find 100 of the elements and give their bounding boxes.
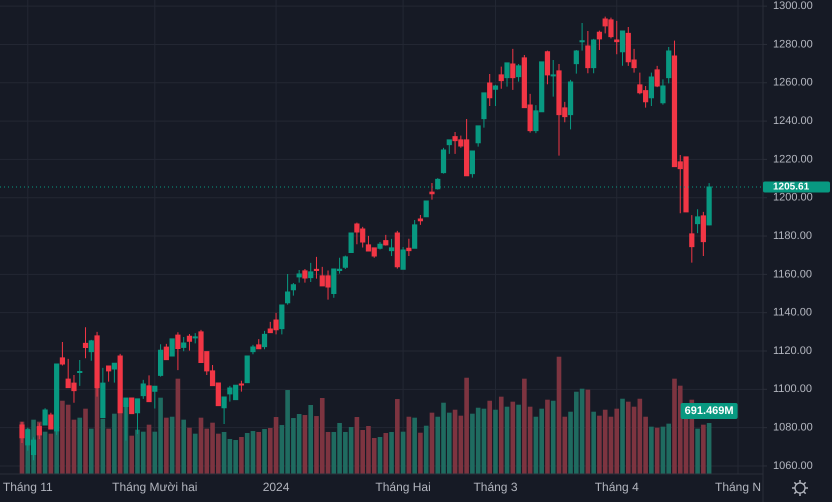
bar bbox=[591, 412, 596, 474]
candlestick bbox=[400, 246, 406, 270]
y-tick-label: 1160.00 bbox=[773, 268, 812, 280]
candlestick bbox=[492, 84, 498, 106]
candlestick bbox=[383, 234, 388, 246]
bar bbox=[170, 416, 174, 474]
bar bbox=[498, 396, 504, 474]
candlestick bbox=[112, 362, 117, 384]
candlestick bbox=[279, 304, 284, 335]
bar bbox=[77, 418, 82, 474]
x-tick-label: Tháng 3 bbox=[473, 480, 518, 494]
x-tick-label: Tháng Mười hai bbox=[112, 480, 198, 494]
data-label: 691.469M bbox=[684, 404, 734, 417]
candlestick bbox=[666, 46, 672, 84]
x-tick-label: Tháng 4 bbox=[594, 480, 640, 494]
candlestick bbox=[585, 30, 590, 74]
bar bbox=[550, 400, 556, 474]
bar bbox=[389, 432, 394, 474]
bar bbox=[262, 429, 267, 474]
candlestick bbox=[285, 273, 290, 306]
candlestick bbox=[689, 214, 694, 264]
candlestick bbox=[700, 211, 706, 256]
candlestick bbox=[140, 379, 146, 400]
candlestick bbox=[377, 241, 383, 250]
candlestick bbox=[394, 230, 400, 270]
candlestick bbox=[158, 344, 164, 378]
candlestick bbox=[77, 360, 82, 386]
candlestick bbox=[487, 73, 492, 106]
y-tick-label: 1240.00 bbox=[773, 114, 813, 127]
bar bbox=[83, 408, 88, 474]
bar bbox=[181, 420, 186, 474]
candlestick bbox=[550, 59, 556, 98]
candlestick bbox=[446, 139, 452, 154]
candlestick bbox=[481, 92, 487, 128]
candlestick bbox=[440, 147, 446, 174]
y-tick-label: 1080.00 bbox=[773, 422, 813, 434]
bar bbox=[654, 428, 660, 474]
y-tick-label: 1280.00 bbox=[773, 38, 813, 50]
bar bbox=[510, 402, 516, 474]
candlestick bbox=[596, 30, 602, 51]
candlestick bbox=[654, 65, 660, 88]
bar bbox=[106, 428, 111, 474]
candlestick bbox=[388, 238, 394, 256]
candlestick bbox=[591, 38, 596, 74]
bar bbox=[146, 424, 152, 474]
candlestick bbox=[262, 330, 268, 350]
candlestick bbox=[314, 256, 320, 280]
bar bbox=[239, 436, 244, 474]
candlestick bbox=[429, 182, 435, 200]
candlestick bbox=[574, 50, 579, 74]
candlestick bbox=[181, 336, 186, 352]
candlestick bbox=[100, 367, 106, 418]
candlestick bbox=[418, 214, 424, 226]
bar bbox=[48, 434, 54, 474]
candlestick bbox=[614, 20, 620, 55]
bar bbox=[706, 423, 712, 474]
candlestick bbox=[290, 282, 296, 296]
bar bbox=[620, 398, 625, 474]
bar bbox=[88, 428, 94, 474]
y-tick-label: 1140.00 bbox=[773, 306, 812, 319]
bar bbox=[418, 432, 423, 474]
candlestick bbox=[648, 72, 654, 106]
candlestick bbox=[192, 332, 198, 344]
candlestick bbox=[424, 200, 429, 218]
candlestick bbox=[470, 150, 475, 178]
bar bbox=[383, 433, 388, 474]
bar bbox=[192, 434, 198, 474]
candlestick bbox=[170, 338, 175, 356]
bar bbox=[412, 418, 417, 474]
y-tick-label: 1200.00 bbox=[773, 192, 813, 204]
candlestick bbox=[221, 396, 227, 424]
candlestick bbox=[660, 78, 666, 106]
y-tick-label: 1060.00 bbox=[773, 460, 813, 472]
candlestick bbox=[296, 269, 302, 284]
bar bbox=[395, 399, 400, 474]
x-tick-label: 2024 bbox=[262, 480, 290, 494]
candlestick bbox=[42, 408, 48, 426]
bar bbox=[176, 378, 180, 474]
candlestick bbox=[164, 343, 169, 360]
bar bbox=[94, 388, 100, 474]
candlestick bbox=[129, 397, 134, 414]
x-tick-label: Tháng N bbox=[714, 480, 762, 494]
bar bbox=[112, 414, 117, 474]
candlestick bbox=[504, 62, 510, 88]
candlestick bbox=[568, 79, 574, 130]
bar bbox=[187, 428, 192, 474]
bar bbox=[701, 424, 706, 474]
bar bbox=[400, 432, 406, 474]
candlestick bbox=[579, 22, 585, 52]
candlestick bbox=[82, 326, 88, 359]
bar bbox=[302, 415, 308, 474]
bar bbox=[256, 432, 262, 474]
candlestick bbox=[348, 232, 354, 254]
candlestick bbox=[238, 380, 244, 392]
candlestick bbox=[694, 208, 700, 234]
candlestick bbox=[510, 48, 516, 90]
bar bbox=[308, 405, 314, 474]
bar bbox=[586, 390, 590, 474]
bar bbox=[42, 432, 48, 474]
bar bbox=[649, 426, 654, 474]
